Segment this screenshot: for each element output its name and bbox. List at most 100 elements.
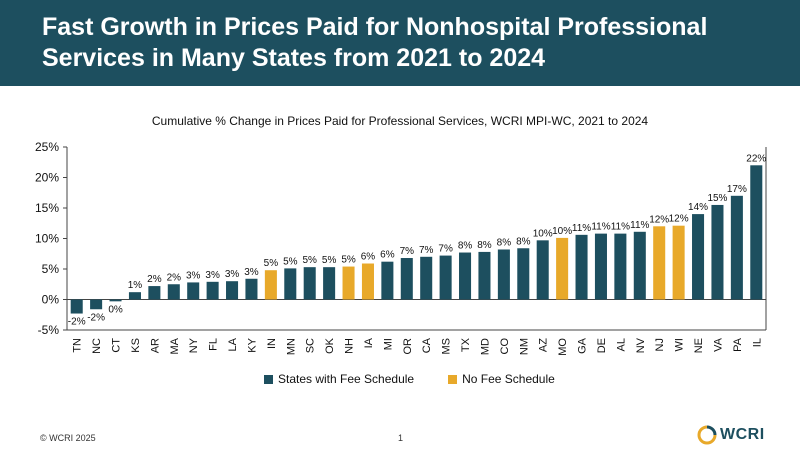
x-tick-label: MA xyxy=(169,337,181,354)
data-label: 8% xyxy=(458,241,473,252)
bar-nm xyxy=(517,248,530,300)
x-tick-label: MS xyxy=(441,338,453,355)
data-label: 3% xyxy=(244,267,259,278)
x-tick-label: IA xyxy=(363,337,375,348)
bar-ok xyxy=(323,267,336,300)
bar-tn xyxy=(70,299,83,314)
x-tick-label: MI xyxy=(382,338,394,350)
x-tick-label: DE xyxy=(596,338,608,353)
x-tick-label: FL xyxy=(208,338,220,351)
bar-md xyxy=(478,251,491,300)
wcri-logo-icon xyxy=(697,425,717,445)
data-label: 2% xyxy=(167,272,182,283)
bar-wi xyxy=(672,225,685,300)
data-label: 8% xyxy=(516,236,531,247)
x-tick-label: AZ xyxy=(538,338,550,352)
bar-nv xyxy=(633,231,646,300)
x-tick-label: CT xyxy=(111,338,123,353)
chart-legend: States with Fee Schedule No Fee Schedule xyxy=(264,372,589,386)
bar-il xyxy=(750,165,763,300)
data-label: 11% xyxy=(572,223,591,234)
x-tick-label: GA xyxy=(577,337,589,354)
legend-swatch-nofee xyxy=(448,374,458,384)
data-label: 8% xyxy=(497,237,512,248)
data-label: -2% xyxy=(87,312,105,323)
data-label: 8% xyxy=(477,240,492,251)
legend-item-nofee: No Fee Schedule xyxy=(448,372,555,386)
bar-ar xyxy=(148,286,161,300)
x-tick-label: AR xyxy=(149,338,161,353)
bar-la xyxy=(226,281,239,300)
x-tick-label: VA xyxy=(712,337,724,352)
bar-mn xyxy=(284,268,297,300)
data-label: 3% xyxy=(186,270,201,281)
data-label: 5% xyxy=(302,255,317,266)
bar-de xyxy=(594,233,607,300)
y-tick-label: 25% xyxy=(35,140,59,154)
data-label: 7% xyxy=(419,245,434,256)
data-label: 6% xyxy=(380,250,395,261)
x-tick-label: OK xyxy=(324,337,336,354)
bar-va xyxy=(711,204,724,300)
bar-ks xyxy=(128,292,141,300)
bar-mi xyxy=(381,261,394,300)
data-label: 2% xyxy=(147,274,162,285)
slide-title: Fast Growth in Prices Paid for Nonhospit… xyxy=(42,13,708,72)
data-label: 10% xyxy=(533,228,553,239)
y-tick-label: 15% xyxy=(35,201,59,215)
bar-ca xyxy=(420,256,433,300)
legend-item-fee: States with Fee Schedule xyxy=(264,372,414,386)
x-tick-label: TN xyxy=(72,338,84,353)
chart-title: Cumulative % Change in Prices Paid for P… xyxy=(151,114,649,128)
data-label: 5% xyxy=(322,255,337,266)
x-tick-label: CA xyxy=(421,337,433,353)
data-label: 3% xyxy=(205,270,220,281)
x-tick-label: WI xyxy=(674,338,686,351)
data-label: 12% xyxy=(669,214,689,225)
bar-tx xyxy=(459,252,472,300)
bar-in xyxy=(264,270,277,300)
bar-ia xyxy=(361,263,374,300)
x-tick-label: IL xyxy=(751,338,763,347)
bar-or xyxy=(400,258,413,300)
x-tick-label: MO xyxy=(557,338,569,356)
data-label: 14% xyxy=(688,202,708,213)
bar-nc xyxy=(90,299,103,310)
x-tick-label: IN xyxy=(266,338,278,349)
x-tick-label: CO xyxy=(499,338,511,355)
bar-nh xyxy=(342,266,355,300)
x-tick-label: KS xyxy=(130,338,142,353)
data-label: 5% xyxy=(264,258,279,269)
bar-sc xyxy=(303,267,316,300)
x-tick-label: NY xyxy=(188,337,200,353)
y-tick-label: -5% xyxy=(38,323,60,337)
data-label: 12% xyxy=(649,214,669,225)
y-tick-label: 0% xyxy=(42,293,60,307)
bar-ky xyxy=(245,278,258,300)
bar-az xyxy=(536,240,549,300)
title-banner: Fast Growth in Prices Paid for Nonhospit… xyxy=(0,0,800,86)
data-label: 6% xyxy=(361,252,376,263)
x-tick-label: TX xyxy=(460,337,472,352)
bar-ms xyxy=(439,255,452,300)
x-tick-label: AL xyxy=(615,338,627,351)
x-tick-label: MD xyxy=(479,338,491,355)
data-label: 3% xyxy=(225,269,240,280)
bar-ne xyxy=(692,214,705,300)
data-label: 0% xyxy=(108,304,123,315)
legend-label-nofee: No Fee Schedule xyxy=(462,372,555,386)
data-label: 17% xyxy=(727,184,747,195)
y-tick-label: 5% xyxy=(42,262,60,276)
bar-ma xyxy=(167,284,180,300)
page-number: 1 xyxy=(398,433,404,443)
x-tick-label: KY xyxy=(246,337,258,352)
x-tick-label: LA xyxy=(227,337,239,351)
data-label: 11% xyxy=(591,222,610,233)
legend-swatch-fee xyxy=(264,374,273,384)
x-tick-label: SC xyxy=(305,338,317,353)
x-tick-label: NM xyxy=(518,338,530,355)
x-tick-label: OR xyxy=(402,338,414,355)
legend-label-fee: States with Fee Schedule xyxy=(278,372,415,386)
data-label: 22% xyxy=(746,153,766,164)
bar-ct xyxy=(109,299,122,302)
